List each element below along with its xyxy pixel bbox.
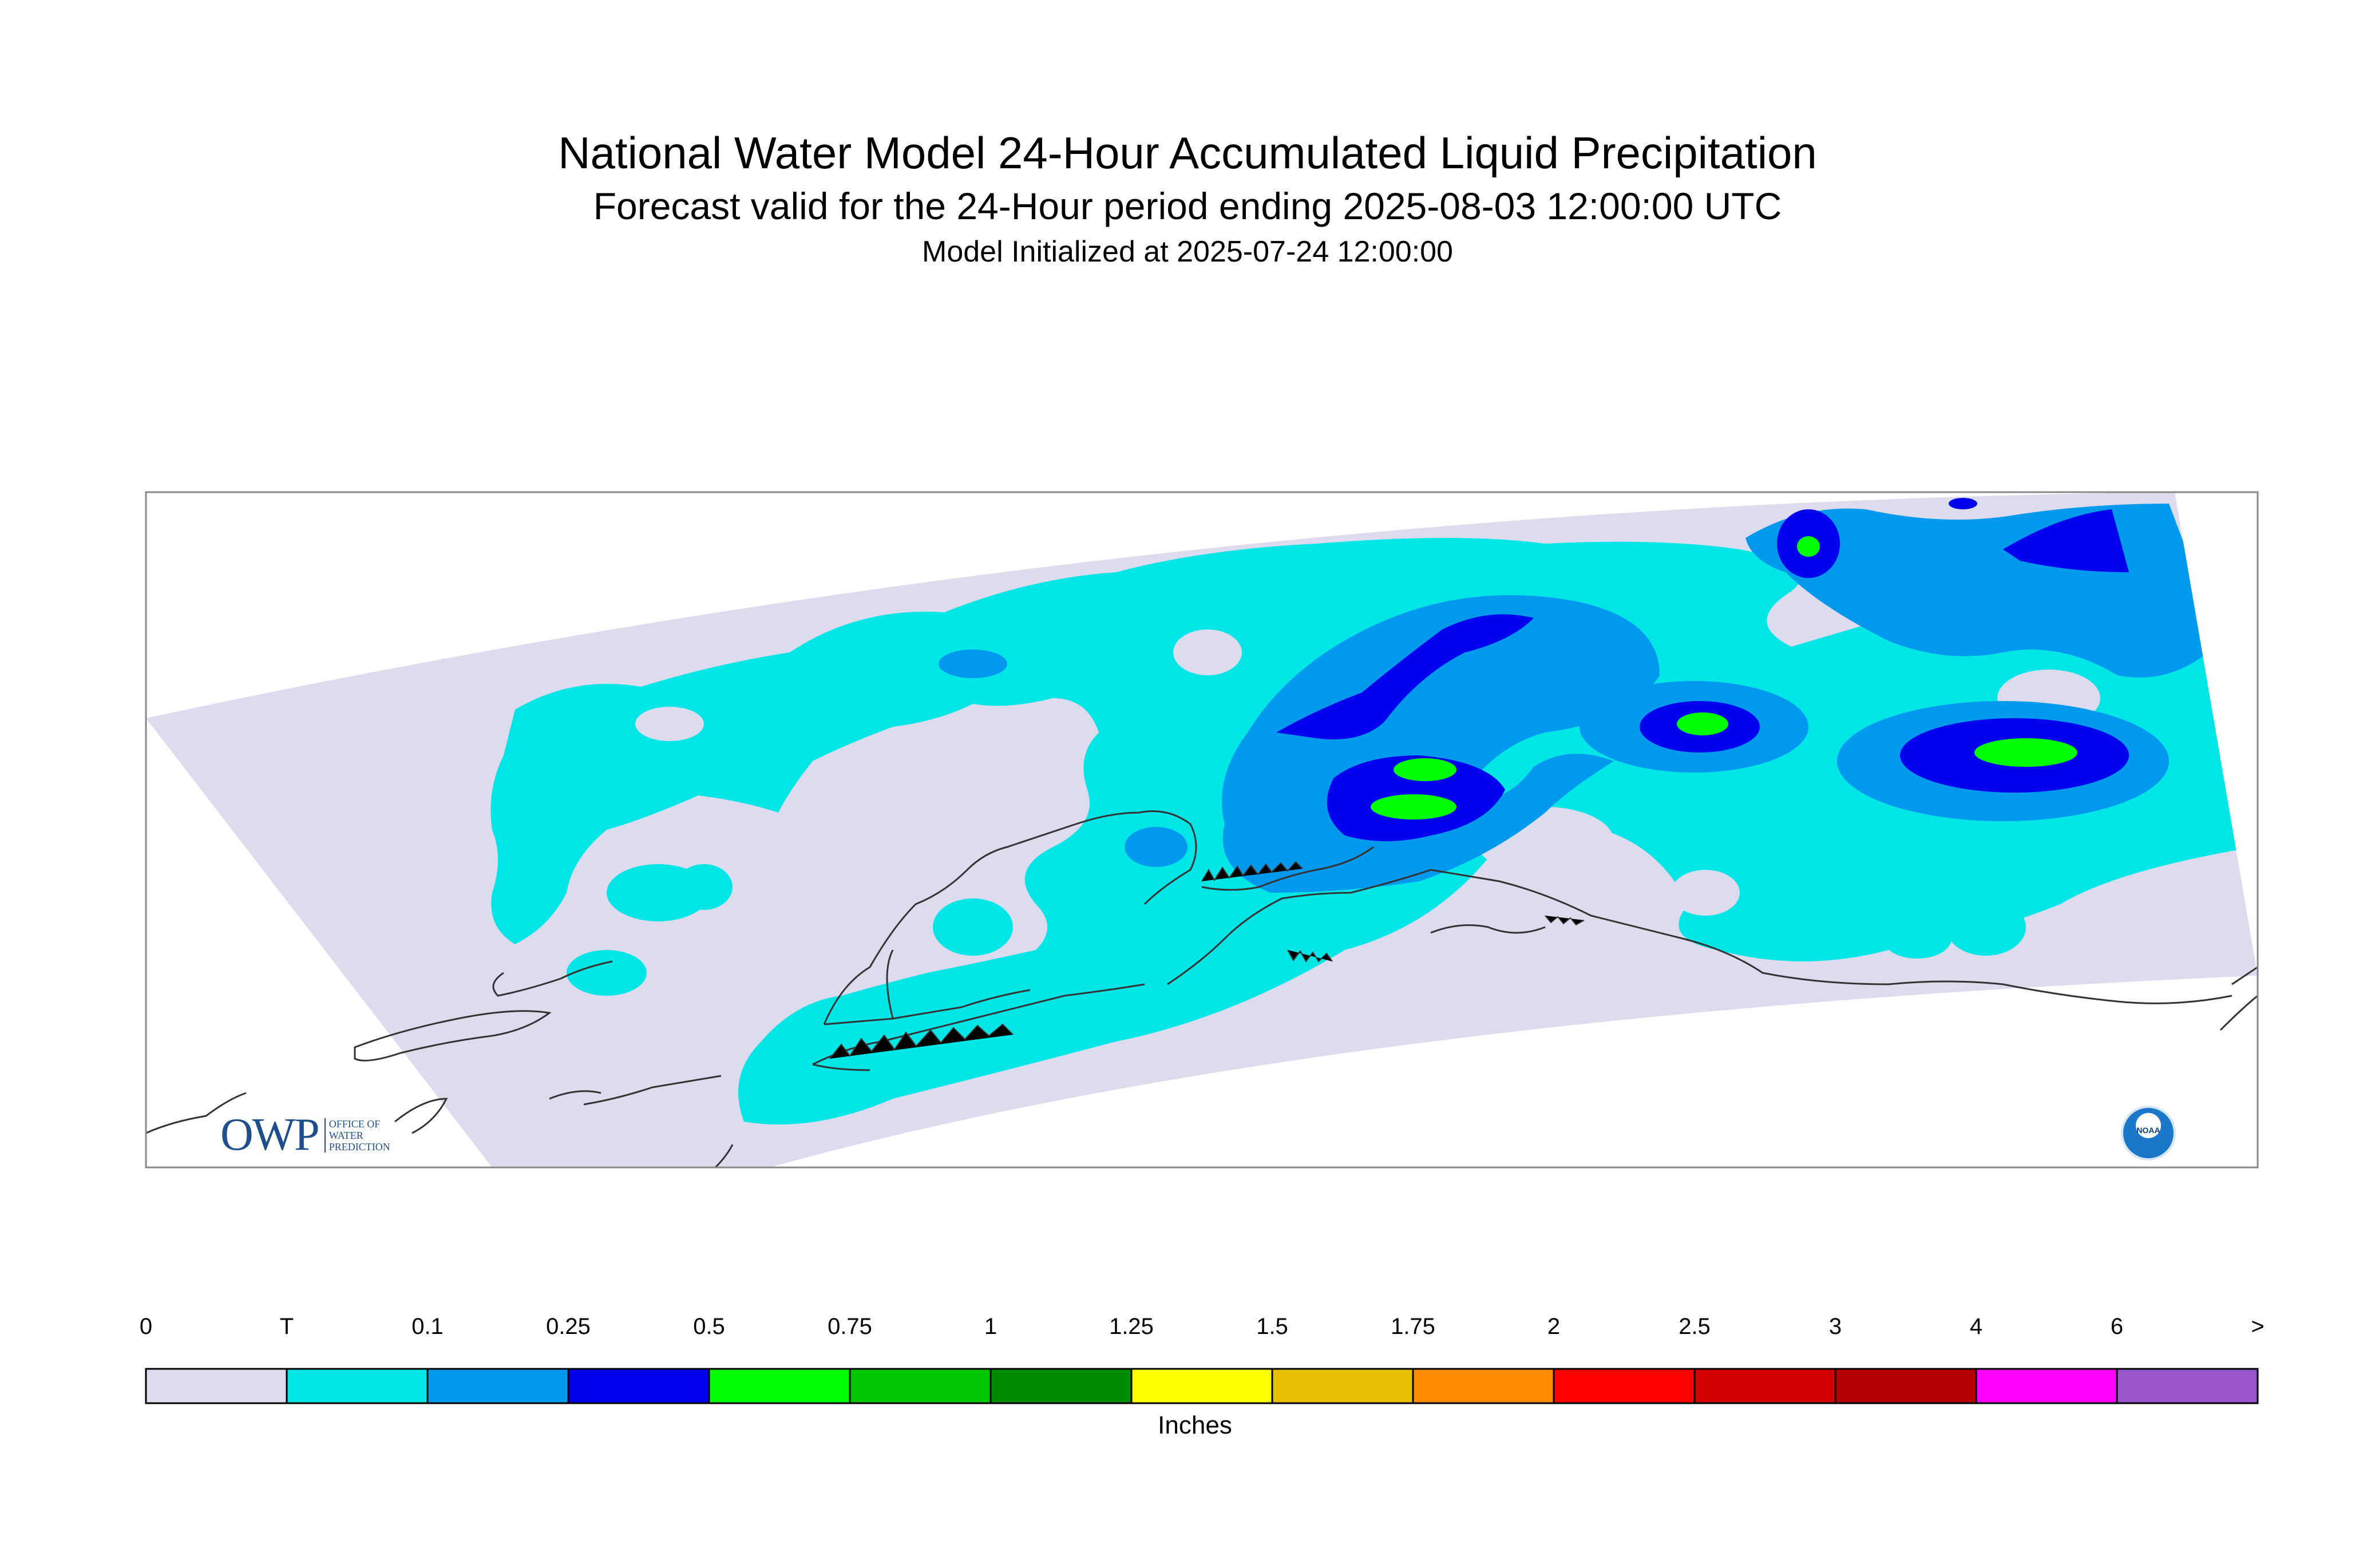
colorbar-tick-label: 1.25 — [1109, 1314, 1154, 1339]
colorbar-tick-label: 0.75 — [828, 1314, 872, 1339]
colorbar-swatch — [1553, 1368, 1696, 1404]
colorbar-tick-label: 6 — [2110, 1314, 2124, 1339]
map-title: National Water Model 24-Hour Accumulated… — [558, 128, 1817, 178]
colorbar-tick-label: 3 — [1828, 1314, 1842, 1339]
colorbar-swatch — [567, 1368, 710, 1404]
colorbar-tick-label: T — [279, 1314, 294, 1339]
coastline-detail — [829, 861, 1585, 1059]
colorbar-tick-label: 0 — [139, 1314, 153, 1339]
noaa-logo-text: NOAA — [2136, 1126, 2160, 1135]
map-frame — [145, 491, 2259, 1169]
colorbar-tick-label: > — [2251, 1314, 2265, 1339]
owp-logo: OWP OFFICE OF WATER PREDICTION — [220, 1109, 415, 1161]
colorbar-swatch — [286, 1368, 429, 1404]
model-init-text: Model Initialized at 2025-07-24 12:00:00 — [922, 235, 1453, 268]
colorbar-swatch — [1412, 1368, 1555, 1404]
colorbar-units-label: Inches — [1158, 1411, 1232, 1439]
colorbar-tick-label: 1.75 — [1391, 1314, 1435, 1339]
colorbar-swatch — [708, 1368, 851, 1404]
colorbar-tick-label: 0.25 — [546, 1314, 591, 1339]
colorbar-swatch — [1130, 1368, 1273, 1404]
colorbar-tick-label: 1 — [984, 1314, 998, 1339]
precip-heavy-areas — [1371, 536, 2077, 819]
colorbar-swatch — [2116, 1368, 2259, 1404]
owp-logo-text: OFFICE OF WATER PREDICTION — [324, 1118, 415, 1153]
colorbar-tick-label: 0.1 — [411, 1314, 444, 1339]
colorbar-swatch — [849, 1368, 992, 1404]
colorbar-swatch — [1271, 1368, 1414, 1404]
coastline — [146, 810, 2258, 1167]
colorbar-swatch — [989, 1368, 1133, 1404]
colorbar-swatch — [426, 1368, 569, 1404]
colorbar-swatch — [1975, 1368, 2118, 1404]
colorbar-swatch — [145, 1368, 288, 1404]
colorbar-tick-label: 0.5 — [693, 1314, 725, 1339]
owp-logo-mark: OWP — [220, 1110, 320, 1160]
map-subtitle: Forecast valid for the 24-Hour period en… — [593, 185, 1782, 227]
colorbar-tick-label: 4 — [1969, 1314, 1983, 1339]
colorbar — [145, 1368, 2259, 1404]
noaa-logo: NOAA — [2121, 1106, 2176, 1161]
colorbar-swatch — [1693, 1368, 1836, 1404]
colorbar-tick-label: 2.5 — [1679, 1314, 1711, 1339]
colorbar-tick-label: 2 — [1547, 1314, 1561, 1339]
colorbar-tick-label: 1.5 — [1256, 1314, 1288, 1339]
colorbar-swatch — [1834, 1368, 1977, 1404]
